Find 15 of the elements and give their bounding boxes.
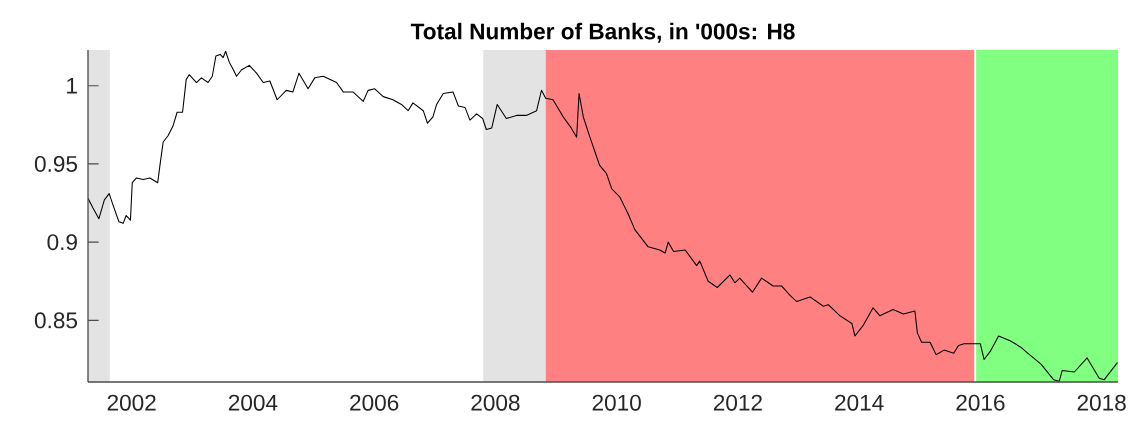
x-tick-label: 2018: [1077, 394, 1126, 411]
y-tick-label: 0.9: [47, 234, 77, 251]
y-tick-label: 1: [67, 77, 77, 94]
x-tick-label: 2012: [713, 394, 762, 411]
chart-title: Total Number of Banks, in '000s: H8: [410, 22, 795, 43]
y-tick-label: 0.85: [34, 312, 78, 329]
x-tick-label: 2006: [350, 394, 399, 411]
y-tick-label: 0.95: [34, 155, 78, 172]
line-series: [88, 50, 1118, 382]
x-tick-label: 2004: [228, 394, 278, 411]
x-tick-label: 2010: [592, 394, 641, 411]
x-tick-label: 2016: [956, 394, 1005, 411]
x-tick-label: 2002: [107, 394, 156, 411]
x-tick-label: 2014: [835, 394, 884, 411]
x-tick-label: 2008: [471, 394, 520, 411]
